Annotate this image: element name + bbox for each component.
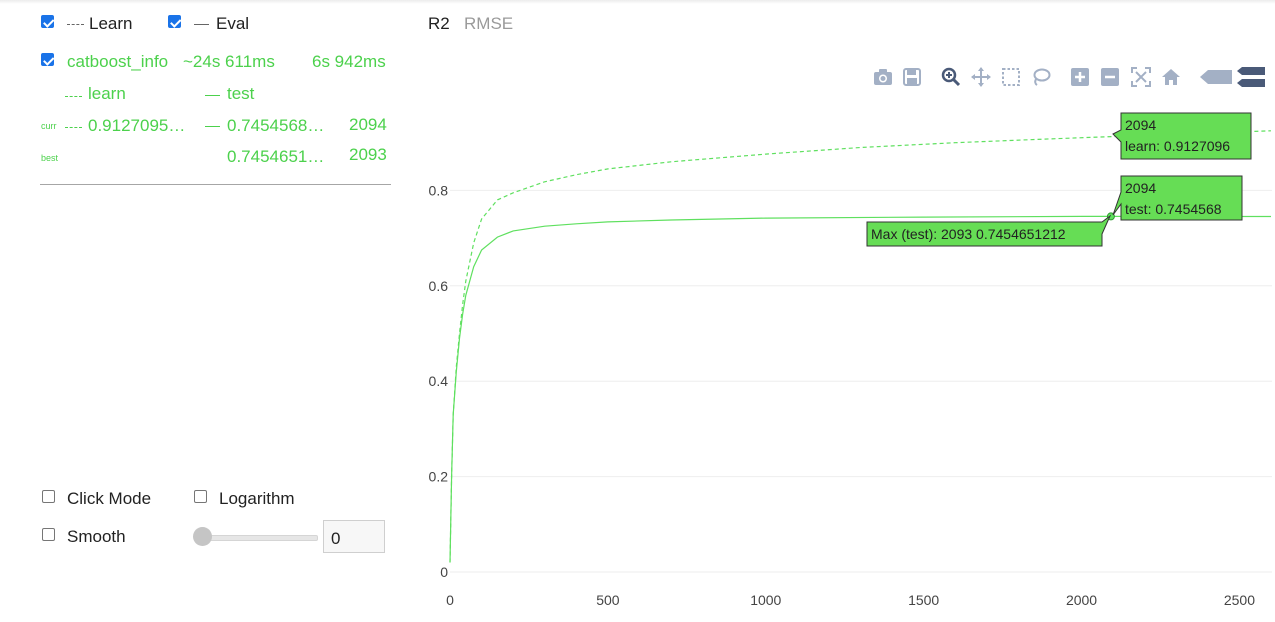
- smooth-value-input[interactable]: 0: [323, 520, 385, 553]
- x-tick-label: 1000: [750, 592, 781, 608]
- best-label: best: [41, 153, 59, 163]
- max-test-tooltip: Max (test): 2093 0.7454651212: [866, 214, 1112, 247]
- autoscale-icon[interactable]: [1130, 66, 1152, 88]
- learn-legend-label: Learn: [89, 14, 133, 33]
- test-tooltip-text: test: 0.7454568: [1125, 201, 1222, 217]
- run-remaining: 6s 942ms: [312, 52, 386, 71]
- camera-icon[interactable]: [872, 66, 894, 88]
- test-column-header: test: [227, 84, 255, 103]
- logarithm-checkbox[interactable]: [194, 490, 207, 503]
- curr-test-value: 0.7454568…: [227, 116, 325, 135]
- learn-column-header: learn: [88, 84, 126, 103]
- learn-tooltip: 2094 learn: 0.9127096: [1112, 112, 1252, 160]
- pan-icon[interactable]: [970, 66, 992, 88]
- hover-tooltips: 2094 learn: 0.9127096 2094 test: 0.7454568 M…: [866, 112, 1252, 247]
- learn-tooltip-text: 2094: [1125, 117, 1156, 133]
- best-test-value: 0.7454651…: [227, 147, 325, 166]
- top-shadow: [0, 0, 1275, 4]
- y-tick-label: 0.8: [429, 182, 449, 198]
- max-test-tooltip-text: Max (test): 2093 0.7454651212: [871, 226, 1066, 242]
- click-mode-checkbox[interactable]: [42, 490, 55, 503]
- plot-modebar: [872, 66, 1268, 90]
- zoom-in-icon[interactable]: [1069, 66, 1091, 88]
- eval-legend-label: Eval: [216, 14, 250, 33]
- eval-checkbox[interactable]: [168, 15, 181, 28]
- save-icon[interactable]: [901, 66, 923, 88]
- left-panel: Learn Eval catboost_info ~24s 611ms 6s 9…: [0, 0, 410, 622]
- click-mode-label: Click Mode: [67, 489, 152, 508]
- tab-r2[interactable]: R2: [428, 14, 450, 33]
- best-iteration: 2093: [349, 145, 387, 164]
- zoom-icon[interactable]: [940, 66, 962, 88]
- test-col-line-icon: [205, 95, 220, 96]
- lasso-icon[interactable]: [1030, 66, 1052, 88]
- box-select-icon[interactable]: [1000, 66, 1022, 88]
- learn-col-dash-icon: [65, 96, 82, 97]
- panel-divider: [40, 184, 391, 185]
- curr-test-line-icon: [205, 126, 220, 127]
- hover-compare-icon[interactable]: [1236, 66, 1266, 88]
- x-tick-label: 2500: [1224, 592, 1255, 608]
- reset-axes-icon[interactable]: [1160, 66, 1182, 88]
- y-tick-label: 0.2: [429, 469, 449, 485]
- smooth-checkbox[interactable]: [42, 528, 55, 541]
- test-tooltip: 2094 test: 0.7454568: [1112, 175, 1243, 221]
- learn-checkbox[interactable]: [41, 15, 54, 28]
- plot-series: [449, 130, 1272, 563]
- curr-learn-value: 0.9127095…: [88, 116, 186, 135]
- curr-iteration: 2094: [349, 115, 387, 134]
- zoom-out-icon[interactable]: [1099, 66, 1121, 88]
- learn-dash-icon: [67, 24, 84, 25]
- curr-learn-dash-icon: [65, 127, 82, 128]
- x-tick-label: 2000: [1066, 592, 1097, 608]
- run-checkbox[interactable]: [41, 53, 54, 66]
- run-elapsed: ~24s 611ms: [183, 52, 275, 71]
- x-axis-ticks: 0 500 1000 1500 2000 2500: [446, 592, 1255, 608]
- x-tick-label: 0: [446, 592, 454, 608]
- hover-closest-icon[interactable]: [1199, 66, 1233, 88]
- learn-tooltip-text: learn: 0.9127096: [1125, 138, 1230, 154]
- smooth-label: Smooth: [67, 527, 126, 546]
- smooth-slider-handle[interactable]: [193, 527, 212, 546]
- x-tick-label: 500: [596, 592, 620, 608]
- y-tick-label: 0.4: [429, 373, 449, 389]
- eval-line-icon: [194, 24, 209, 25]
- y-axis-ticks: 0 0.2 0.4 0.6 0.8: [429, 182, 449, 580]
- curr-label: curr: [41, 121, 57, 131]
- y-tick-label: 0: [440, 564, 448, 580]
- logarithm-label: Logarithm: [219, 489, 295, 508]
- tab-rmse[interactable]: RMSE: [464, 14, 514, 33]
- test-tooltip-text: 2094: [1125, 180, 1156, 196]
- x-tick-label: 1500: [908, 592, 939, 608]
- grid-lines: [450, 189, 1272, 573]
- run-name[interactable]: catboost_info: [67, 52, 169, 71]
- y-tick-label: 0.6: [429, 278, 449, 294]
- test-series-line: [449, 215, 1272, 563]
